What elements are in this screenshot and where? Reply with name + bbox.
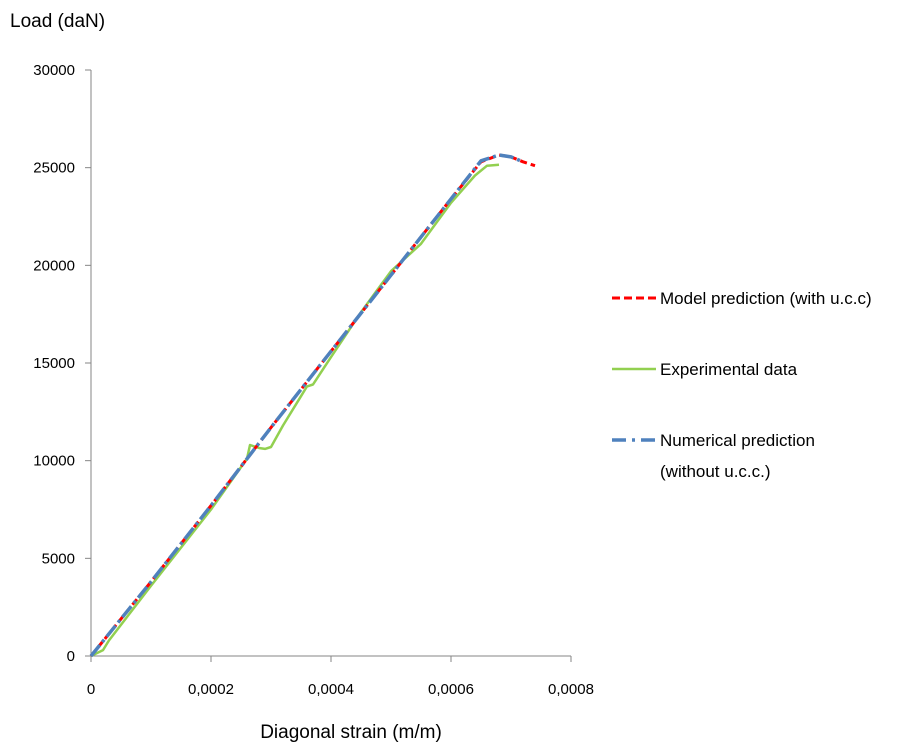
y-tick-label: 25000 xyxy=(33,160,75,177)
x-tick-label: 0,0006 xyxy=(428,681,474,698)
x-axis-title: Diagonal strain (m/m) xyxy=(260,722,442,743)
x-tick-label: 0,0008 xyxy=(548,681,594,698)
plot-lines xyxy=(89,153,536,658)
y-tick-label: 15000 xyxy=(33,355,75,372)
y-tick-label: 0 xyxy=(67,648,75,665)
legend: Model prediction (with u.c.c) Experimenta… xyxy=(612,289,872,481)
legend-label-2: (without u.c.c.) xyxy=(660,462,771,481)
series-line-2 xyxy=(89,153,524,658)
legend-label-0: Model prediction (with u.c.c) xyxy=(660,289,872,308)
x-tick-label: 0 xyxy=(87,681,95,698)
y-tick-label: 30000 xyxy=(33,62,75,79)
y-tick-label: 20000 xyxy=(33,257,75,274)
series-line-1 xyxy=(90,163,500,658)
axes: 0 5000 10000 15000 20000 25000 30000 0 0,0002 0,0… xyxy=(33,62,594,698)
series-line-0 xyxy=(89,153,536,657)
x-tick-label: 0,0004 xyxy=(308,681,354,698)
y-tick-label: 10000 xyxy=(33,453,75,470)
legend-label-2: Numerical prediction xyxy=(660,431,815,450)
x-tick-label: 0,0002 xyxy=(188,681,234,698)
y-axis-title: Load (daN) xyxy=(10,11,105,32)
y-tick-label: 5000 xyxy=(42,550,75,567)
legend-label-1: Experimental data xyxy=(660,360,798,379)
